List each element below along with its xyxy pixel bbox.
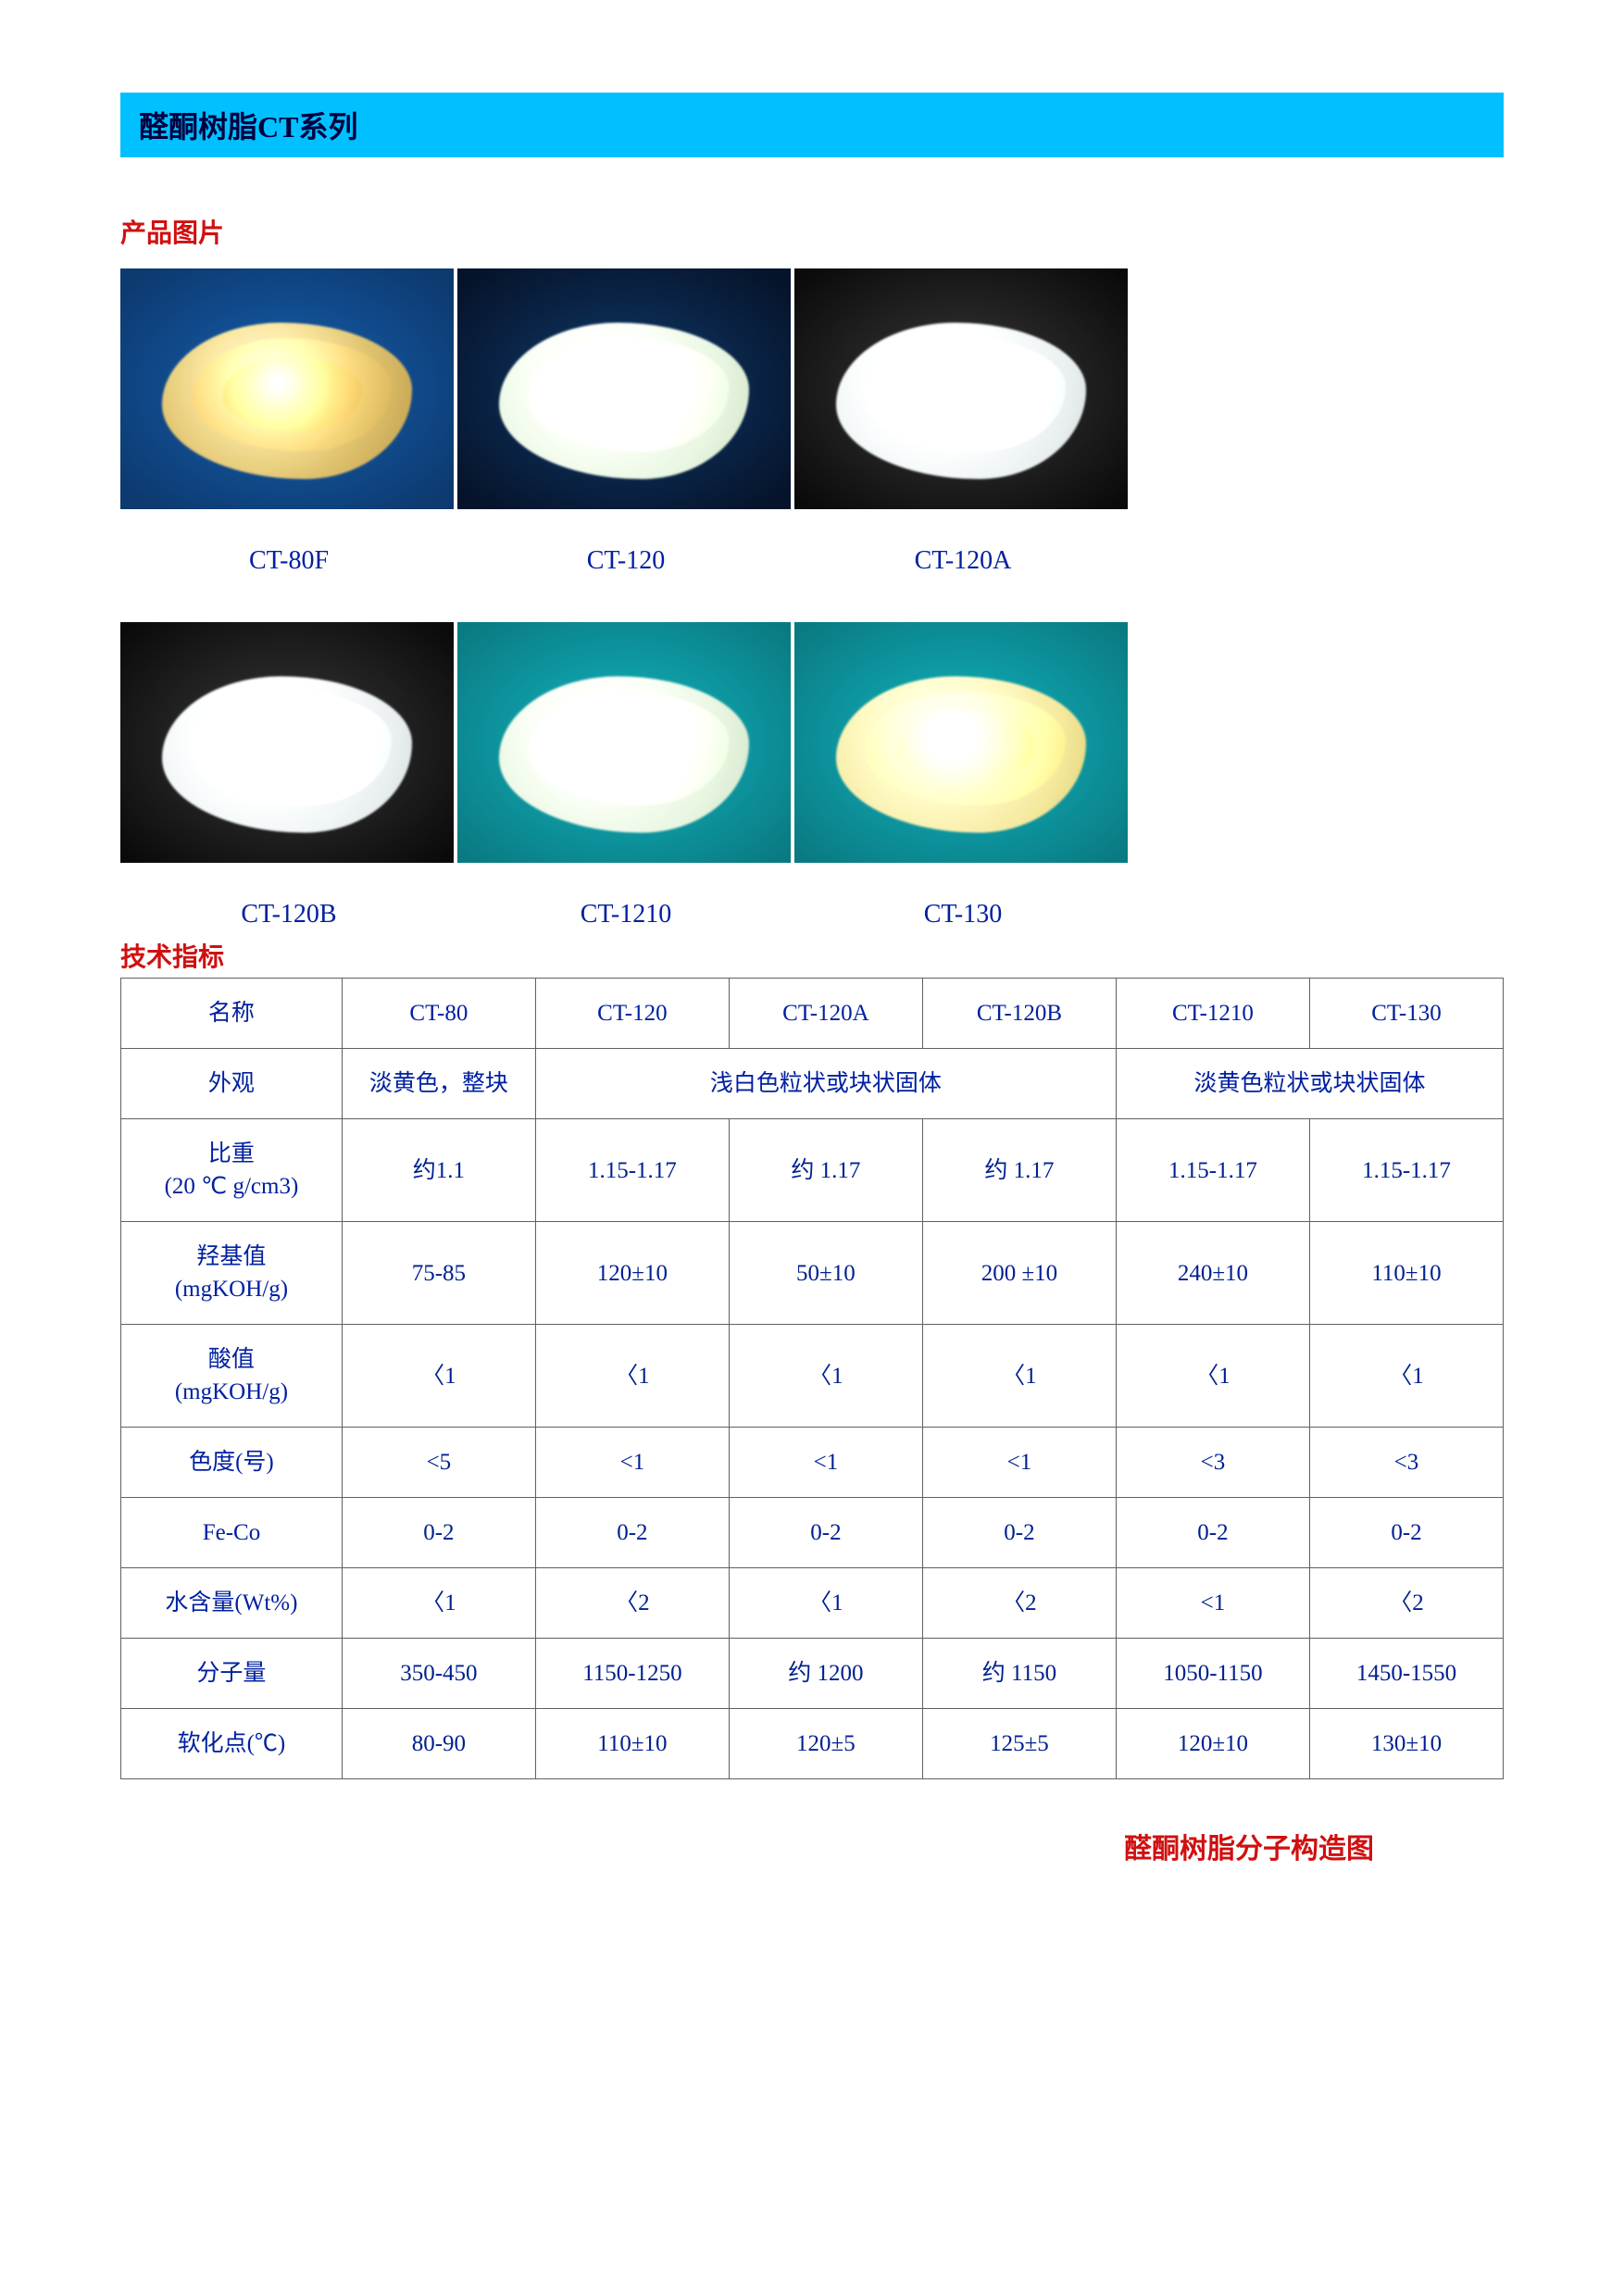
- spec-cell: 240±10: [1116, 1222, 1309, 1325]
- product-image: [120, 268, 454, 509]
- caption-row-1: CT-80F CT-120 CT-120A: [120, 546, 1504, 576]
- spec-cell: <1: [1116, 1568, 1309, 1639]
- image-caption: CT-120: [457, 546, 794, 576]
- product-image: [457, 268, 791, 509]
- spec-cell: 1.15-1.17: [1309, 1119, 1503, 1222]
- spec-corner: 名称: [121, 979, 343, 1049]
- spec-cell: 0-2: [342, 1498, 535, 1568]
- spec-cell: <1: [729, 1428, 922, 1498]
- image-row-2: [120, 622, 1504, 863]
- spec-cell: 120±10: [1116, 1709, 1309, 1779]
- spec-cell: 〈1: [729, 1325, 922, 1428]
- spec-row-header: Fe-Co: [121, 1498, 343, 1568]
- section-heading-spec: 技术指标: [120, 937, 1504, 974]
- spec-cell: 200 ±10: [922, 1222, 1116, 1325]
- image-caption: CT-80F: [120, 546, 457, 576]
- image-row-1: [120, 268, 1504, 509]
- spec-cell: 〈1: [342, 1325, 535, 1428]
- page-title: 醛酮树脂CT系列: [139, 110, 357, 143]
- spec-cell: 〈1: [535, 1325, 729, 1428]
- caption-row-2: CT-120B CT-1210 CT-130: [120, 900, 1504, 929]
- spec-row-header: 比重(20 ℃ g/cm3): [121, 1119, 343, 1222]
- spec-cell: <3: [1116, 1428, 1309, 1498]
- spec-cell: 1050-1150: [1116, 1639, 1309, 1709]
- spec-col-header: CT-120B: [922, 979, 1116, 1049]
- spec-cell: 〈2: [535, 1568, 729, 1639]
- spec-cell: 〈1: [342, 1568, 535, 1639]
- product-image: [794, 622, 1128, 863]
- spec-cell: 〈2: [922, 1568, 1116, 1639]
- spec-cell: 0-2: [535, 1498, 729, 1568]
- spec-row-header: 羟基值(mgKOH/g): [121, 1222, 343, 1325]
- spec-cell: 110±10: [535, 1709, 729, 1779]
- spec-col-header: CT-1210: [1116, 979, 1309, 1049]
- product-image: [120, 622, 454, 863]
- spec-cell: 〈1: [922, 1325, 1116, 1428]
- spec-cell: <1: [922, 1428, 1116, 1498]
- spec-table: 名称CT-80CT-120CT-120ACT-120BCT-1210CT-130…: [120, 978, 1504, 1779]
- spec-cell: <5: [342, 1428, 535, 1498]
- spec-row-header: 色度(号): [121, 1428, 343, 1498]
- spec-cell: 约 1.17: [922, 1119, 1116, 1222]
- spec-cell: 0-2: [922, 1498, 1116, 1568]
- spec-col-header: CT-130: [1309, 979, 1503, 1049]
- spec-row-header: 水含量(Wt%): [121, 1568, 343, 1639]
- image-caption: CT-1210: [457, 900, 794, 929]
- spec-cell: 约 1.17: [729, 1119, 922, 1222]
- spec-cell: 80-90: [342, 1709, 535, 1779]
- spec-cell: <1: [535, 1428, 729, 1498]
- spec-cell: 350-450: [342, 1639, 535, 1709]
- spec-row-header: 酸值(mgKOH/g): [121, 1325, 343, 1428]
- image-caption: CT-120B: [120, 900, 457, 929]
- spec-row-header: 分子量: [121, 1639, 343, 1709]
- spec-cell: 约1.1: [342, 1119, 535, 1222]
- section-heading-images: 产品图片: [120, 213, 1504, 250]
- image-caption: CT-120A: [794, 546, 1131, 576]
- spec-cell: 约 1150: [922, 1639, 1116, 1709]
- spec-cell: 约 1200: [729, 1639, 922, 1709]
- spec-cell: 〈1: [729, 1568, 922, 1639]
- spec-cell: 120±5: [729, 1709, 922, 1779]
- spec-cell: 0-2: [1309, 1498, 1503, 1568]
- spec-cell: 120±10: [535, 1222, 729, 1325]
- spec-cell: 淡黄色，整块: [342, 1049, 535, 1119]
- spec-cell: 125±5: [922, 1709, 1116, 1779]
- spec-cell: 75-85: [342, 1222, 535, 1325]
- spec-cell: 〈1: [1116, 1325, 1309, 1428]
- spec-cell: 1450-1550: [1309, 1639, 1503, 1709]
- spec-cell: 1.15-1.17: [535, 1119, 729, 1222]
- spec-cell: 〈2: [1309, 1568, 1503, 1639]
- spec-cell: 1.15-1.17: [1116, 1119, 1309, 1222]
- spec-cell: 130±10: [1309, 1709, 1503, 1779]
- spec-col-header: CT-120: [535, 979, 729, 1049]
- spec-cell: 0-2: [729, 1498, 922, 1568]
- footer-heading: 醛酮树脂分子构造图: [120, 1826, 1504, 1866]
- product-image: [457, 622, 791, 863]
- page-title-band: 醛酮树脂CT系列: [120, 93, 1504, 157]
- spec-cell: 0-2: [1116, 1498, 1309, 1568]
- product-image: [794, 268, 1128, 509]
- spec-cell: 〈1: [1309, 1325, 1503, 1428]
- spec-cell: 浅白色粒状或块状固体: [535, 1049, 1116, 1119]
- spec-cell: 淡黄色粒状或块状固体: [1116, 1049, 1503, 1119]
- spec-cell: 110±10: [1309, 1222, 1503, 1325]
- spec-col-header: CT-120A: [729, 979, 922, 1049]
- spec-col-header: CT-80: [342, 979, 535, 1049]
- spec-cell: 50±10: [729, 1222, 922, 1325]
- spec-cell: <3: [1309, 1428, 1503, 1498]
- spec-cell: 1150-1250: [535, 1639, 729, 1709]
- image-caption: CT-130: [794, 900, 1131, 929]
- spec-row-header: 外观: [121, 1049, 343, 1119]
- spec-row-header: 软化点(℃): [121, 1709, 343, 1779]
